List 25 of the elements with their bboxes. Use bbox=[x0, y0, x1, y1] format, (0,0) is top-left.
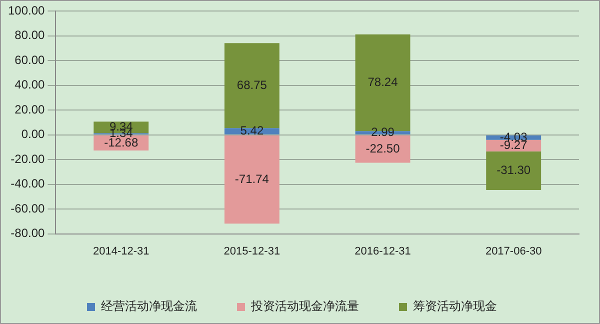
y-tick-label: 40.00 bbox=[14, 78, 46, 92]
bar bbox=[224, 135, 280, 224]
y-tick-label: -60.00 bbox=[10, 201, 46, 216]
legend-label: 经营活动净现金流 bbox=[101, 299, 197, 314]
y-tick-label: -20.00 bbox=[10, 152, 46, 166]
bar bbox=[486, 151, 542, 190]
data-label: 78.24 bbox=[368, 75, 398, 90]
data-label: 68.75 bbox=[236, 78, 268, 92]
data-label: -22.50 bbox=[366, 141, 400, 156]
x-tick-label: 2016-12-31 bbox=[354, 245, 411, 258]
data-label: -31.30 bbox=[496, 162, 531, 177]
x-tick-label: 2014-12-31 bbox=[92, 245, 150, 258]
y-tick-label: 60.00 bbox=[14, 52, 46, 67]
y-tick-label: 80.00 bbox=[14, 28, 46, 42]
y-tick-label: -40.00 bbox=[10, 176, 46, 191]
x-tick-label: 2017-06-30 bbox=[485, 245, 542, 258]
data-label: 5.42 bbox=[240, 124, 264, 138]
x-tick-label: 2015-12-31 bbox=[224, 245, 280, 258]
y-tick-label: 0.00 bbox=[21, 127, 46, 142]
legend-label: 筹资活动净现金 bbox=[413, 299, 497, 314]
y-tick-label: 20.00 bbox=[14, 102, 46, 116]
y-tick-label: 100.00 bbox=[8, 4, 46, 18]
data-label: -71.74 bbox=[234, 172, 270, 186]
legend-label: 投资活动现金净流量 bbox=[250, 299, 359, 314]
y-tick-label: -80.00 bbox=[10, 226, 46, 240]
